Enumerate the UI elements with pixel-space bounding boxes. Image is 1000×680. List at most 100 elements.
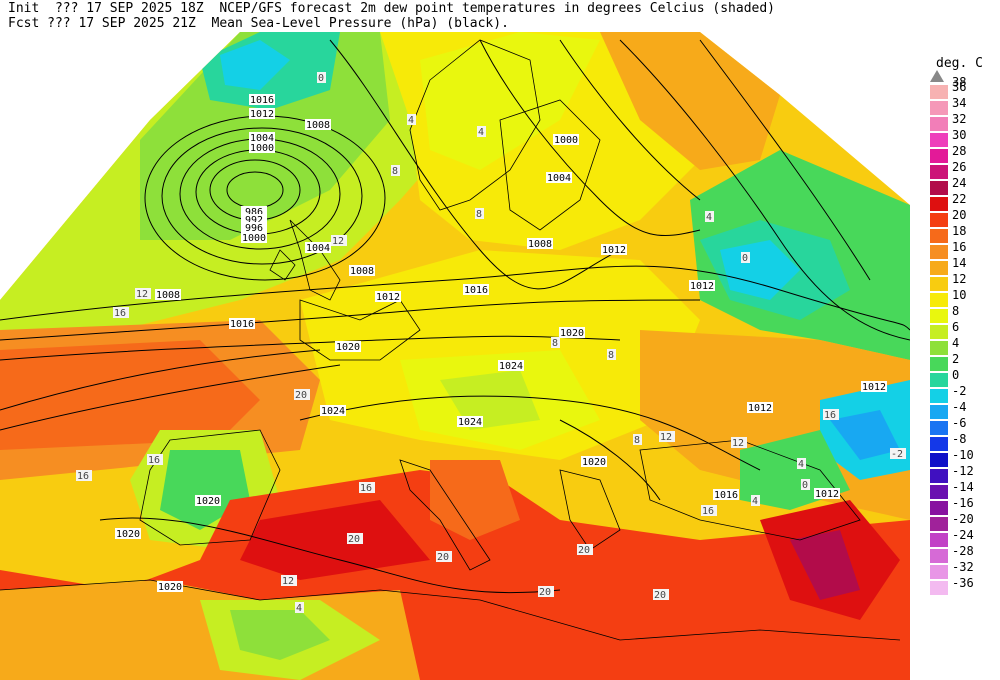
dewpoint-label-bg: [76, 470, 92, 481]
legend-label: 2: [952, 352, 960, 366]
dewpoint-label-bg: [436, 551, 452, 562]
isobar-label-bg: [861, 381, 887, 392]
isobar-label: 1020: [336, 342, 360, 353]
dewpoint-label-bg: [295, 602, 304, 613]
isobar-label-bg: [814, 488, 840, 499]
legend-label: 14: [952, 256, 967, 270]
legend-row: -16: [930, 496, 1000, 515]
dewpoint-label-bg: [391, 165, 400, 176]
dewpoint-label: 0: [802, 480, 808, 491]
dewpoint-label-bg: [741, 252, 750, 263]
isobar-labels: 1016101210081004100098699299610001004100…: [115, 94, 887, 593]
legend-row: -2: [930, 384, 1000, 403]
legend-swatch: [930, 453, 948, 467]
legend-swatch: [930, 485, 948, 499]
isobar-label: 1024: [321, 406, 345, 417]
legend-swatch: [930, 373, 948, 387]
isobar-label-bg: [305, 242, 331, 253]
isobar-label: 996: [245, 223, 263, 234]
dewpoint-label-bg: [633, 434, 642, 445]
dewpoint-label: 12: [282, 576, 294, 587]
isobar-label: 1024: [458, 417, 482, 428]
isobar-label: 1012: [815, 489, 839, 500]
legend-label: -16: [952, 496, 974, 510]
dewpoint-label: 20: [348, 534, 360, 545]
legend-row: 36: [930, 80, 1000, 99]
dewpoint-label-bg: [751, 495, 760, 506]
dewpoint-label-bg: [653, 589, 669, 600]
isobar-label-bg: [241, 232, 267, 243]
legend-row: 0: [930, 368, 1000, 387]
legend-row: -28: [930, 544, 1000, 563]
isobar-label-bg: [335, 341, 361, 352]
legend-swatch: [930, 517, 948, 531]
dewpoint-label-bg: [823, 409, 839, 420]
isobar-label-bg: [115, 528, 141, 539]
legend-swatch: [930, 117, 948, 131]
dewpoint-label: 20: [578, 545, 590, 556]
legend-label: 34: [952, 96, 967, 110]
isobar-label: 1012: [690, 281, 714, 292]
dewpoint-label: 8: [392, 166, 398, 177]
legend-row: 20: [930, 208, 1000, 227]
legend-top-label: 38: [952, 75, 967, 89]
legend-swatch: [930, 309, 948, 323]
legend-row: 10: [930, 288, 1000, 307]
isobar-label: 1024: [499, 361, 523, 372]
legend-label: 8: [952, 304, 960, 318]
legend-swatch: [930, 277, 948, 291]
isobar-label: 1000: [242, 233, 266, 244]
legend-swatch: [930, 469, 948, 483]
isobar-label-bg: [155, 289, 181, 300]
dewpoint-label-bg: [801, 479, 810, 490]
dewpoint-label: 0: [742, 253, 748, 264]
legend-row: 14: [930, 256, 1000, 275]
isobar-label: 1020: [196, 496, 220, 507]
dewpoint-label: 12: [136, 289, 148, 300]
isobar-label: 1004: [250, 133, 274, 144]
legend-swatch: [930, 581, 948, 595]
legend-swatch: [930, 421, 948, 435]
legend-row: -6: [930, 416, 1000, 435]
legend-label: -12: [952, 464, 974, 478]
isobar-label: 1016: [714, 490, 738, 501]
dewpoint-label-bg: [331, 235, 347, 246]
legend-label: -36: [952, 576, 974, 590]
legend-label: 36: [952, 80, 967, 94]
legend-label: -28: [952, 544, 974, 558]
dewpoint-label: 20: [539, 587, 551, 598]
dewpoint-label-bg: [659, 431, 675, 442]
dewpoint-label-bg: [281, 575, 297, 586]
legend-label: -32: [952, 560, 974, 574]
dewpoint-label-bg: [607, 349, 616, 360]
dewpoint-label: 8: [476, 209, 482, 220]
dewpoint-label-bg: [538, 586, 554, 597]
dewpoint-labels: 0 4 4 8 8 12 12 16 16 16 16 20 20 20 20 20 20 12 12 0 4 4 -2 8 8…: [76, 72, 906, 614]
dewpoint-label: 20: [437, 552, 449, 563]
isobar-label-bg: [553, 134, 579, 145]
legend-title: deg. C: [936, 56, 983, 71]
isobar-label-bg: [249, 108, 275, 119]
isobar-label-bg: [498, 360, 524, 371]
dewpoint-label: 4: [752, 496, 758, 507]
isobar-label: 1004: [306, 243, 330, 254]
isobar-label-bg: [241, 222, 267, 233]
legend-row: 4: [930, 336, 1000, 355]
dewpoint-label: 16: [77, 471, 89, 482]
isobar-label-bg: [249, 132, 275, 143]
legend-row: -12: [930, 464, 1000, 483]
legend-swatch: [930, 357, 948, 371]
legend-swatch: [930, 405, 948, 419]
isobar-label: 992: [245, 215, 263, 226]
legend-label: -24: [952, 528, 974, 542]
isobar-label-bg: [601, 244, 627, 255]
dewpoint-label: 4: [296, 603, 302, 614]
isobar-label: 1020: [582, 457, 606, 468]
dewpoint-label: 4: [408, 115, 414, 126]
legend-label: 10: [952, 288, 967, 302]
legend-label: 4: [952, 336, 960, 350]
header-line-forecast: Fcst ??? 17 SEP 2025 21Z Mean Sea-Level …: [8, 16, 509, 31]
isobar-label: 986: [245, 207, 263, 218]
